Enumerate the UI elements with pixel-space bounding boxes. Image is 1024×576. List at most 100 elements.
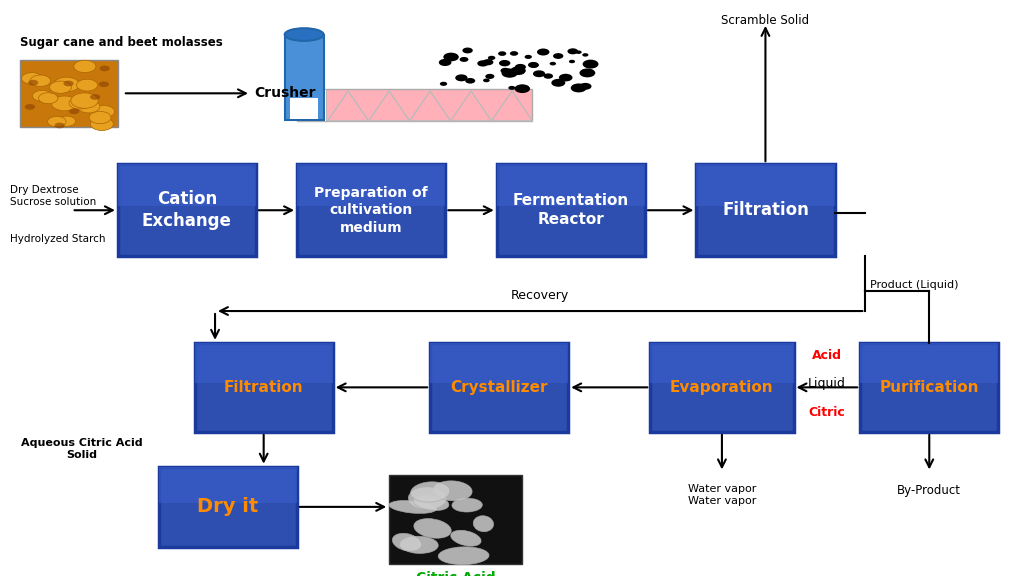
Ellipse shape: [285, 28, 324, 41]
Text: Evaporation: Evaporation: [670, 380, 774, 395]
Circle shape: [49, 81, 72, 93]
Circle shape: [575, 51, 582, 54]
Circle shape: [90, 118, 114, 131]
Circle shape: [501, 68, 510, 73]
Circle shape: [514, 84, 530, 93]
Ellipse shape: [411, 482, 450, 502]
Text: Citric Acid: Citric Acid: [416, 571, 496, 576]
Circle shape: [460, 57, 468, 62]
Ellipse shape: [433, 481, 472, 501]
Circle shape: [74, 60, 96, 73]
Ellipse shape: [413, 495, 449, 510]
Ellipse shape: [473, 516, 494, 532]
Circle shape: [511, 66, 525, 75]
Text: By-Product: By-Product: [897, 484, 962, 497]
Circle shape: [33, 90, 52, 101]
FancyBboxPatch shape: [497, 164, 645, 206]
Circle shape: [515, 64, 526, 70]
Circle shape: [25, 104, 35, 110]
FancyBboxPatch shape: [159, 467, 297, 547]
Circle shape: [524, 55, 531, 59]
Circle shape: [71, 93, 98, 108]
Circle shape: [510, 51, 518, 56]
Circle shape: [456, 74, 468, 81]
Ellipse shape: [409, 487, 446, 509]
Circle shape: [77, 100, 100, 113]
Circle shape: [502, 69, 518, 78]
FancyBboxPatch shape: [860, 343, 998, 383]
Circle shape: [583, 53, 589, 56]
Ellipse shape: [414, 518, 452, 538]
Text: Acid: Acid: [812, 349, 842, 362]
Circle shape: [483, 78, 489, 82]
FancyBboxPatch shape: [297, 89, 532, 121]
Text: Crystallizer: Crystallizer: [451, 380, 548, 395]
Text: Recovery: Recovery: [511, 289, 569, 302]
FancyBboxPatch shape: [118, 164, 256, 206]
Circle shape: [98, 81, 109, 87]
FancyBboxPatch shape: [430, 343, 568, 383]
FancyBboxPatch shape: [650, 343, 794, 432]
Text: Filtration: Filtration: [722, 201, 809, 219]
FancyBboxPatch shape: [195, 343, 333, 432]
Circle shape: [77, 79, 97, 91]
Circle shape: [580, 83, 592, 90]
Circle shape: [47, 116, 66, 127]
Circle shape: [498, 51, 506, 56]
Text: Water vapor
Water vapor: Water vapor Water vapor: [688, 484, 756, 506]
Circle shape: [90, 107, 111, 119]
Ellipse shape: [452, 498, 482, 512]
Circle shape: [438, 59, 452, 66]
Circle shape: [482, 59, 494, 65]
Circle shape: [529, 62, 539, 68]
Circle shape: [54, 123, 65, 128]
Circle shape: [583, 60, 598, 69]
Text: Citric: Citric: [809, 406, 845, 419]
Text: Sugar cane and beet molasses: Sugar cane and beet molasses: [20, 36, 223, 49]
Circle shape: [559, 74, 572, 81]
FancyBboxPatch shape: [860, 343, 998, 432]
Circle shape: [499, 60, 510, 66]
FancyBboxPatch shape: [297, 164, 445, 206]
Circle shape: [544, 73, 553, 79]
Circle shape: [53, 77, 80, 92]
Circle shape: [440, 82, 447, 86]
Text: Preparation of
cultivation
medium: Preparation of cultivation medium: [314, 186, 428, 234]
FancyBboxPatch shape: [285, 35, 324, 120]
FancyBboxPatch shape: [290, 98, 318, 119]
Circle shape: [537, 48, 550, 55]
Circle shape: [51, 96, 78, 111]
Circle shape: [487, 56, 496, 60]
Text: Dry it: Dry it: [198, 498, 258, 516]
Circle shape: [477, 60, 488, 67]
Circle shape: [22, 73, 42, 84]
FancyBboxPatch shape: [159, 467, 297, 503]
FancyBboxPatch shape: [430, 343, 568, 432]
Circle shape: [28, 80, 38, 86]
Circle shape: [443, 52, 459, 62]
Circle shape: [69, 97, 90, 109]
Text: Purification: Purification: [880, 380, 979, 395]
Circle shape: [463, 48, 473, 54]
Circle shape: [569, 60, 575, 63]
Circle shape: [90, 94, 100, 100]
Circle shape: [485, 74, 495, 79]
Circle shape: [69, 108, 79, 114]
Circle shape: [465, 78, 475, 84]
Circle shape: [551, 79, 565, 87]
FancyBboxPatch shape: [650, 343, 794, 383]
Ellipse shape: [400, 536, 438, 554]
FancyBboxPatch shape: [497, 164, 645, 256]
Text: Crusher: Crusher: [254, 86, 315, 100]
Circle shape: [63, 81, 74, 86]
FancyBboxPatch shape: [696, 164, 835, 256]
Text: Product (Liquid): Product (Liquid): [870, 280, 958, 290]
Circle shape: [550, 62, 556, 66]
Circle shape: [553, 53, 563, 59]
Text: Aqueous Citric Acid
Solid: Aqueous Citric Acid Solid: [22, 438, 142, 460]
Ellipse shape: [389, 501, 436, 513]
Circle shape: [567, 48, 579, 54]
FancyBboxPatch shape: [118, 164, 256, 256]
Text: Dry Dextrose
Sucrose solution: Dry Dextrose Sucrose solution: [10, 185, 96, 207]
Circle shape: [89, 111, 111, 124]
